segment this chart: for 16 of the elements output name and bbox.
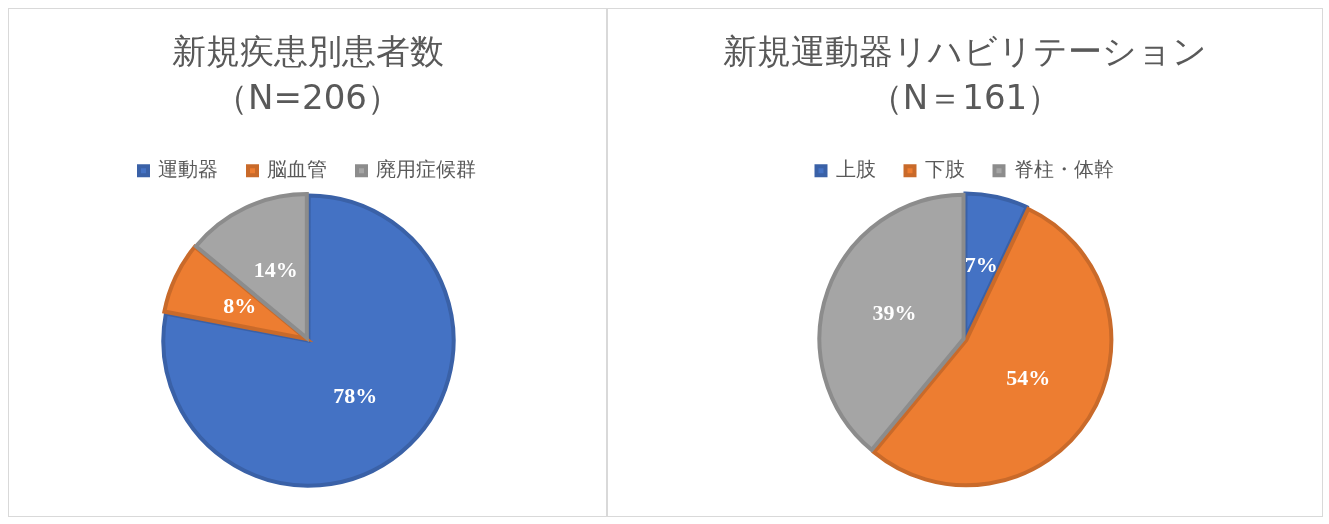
legend-label: 上肢: [835, 157, 876, 181]
data-label: 39%: [872, 299, 917, 325]
legend-label: 運動器: [158, 157, 218, 181]
legend-label: 廃用症候群: [376, 157, 476, 181]
chart-title: 新規疾患別患者数: [171, 30, 444, 71]
data-label: 54%: [1006, 365, 1051, 391]
data-label: 8%: [223, 293, 257, 319]
data-label: 7%: [964, 252, 998, 278]
data-label: 14%: [253, 257, 298, 283]
legend-label: 脳血管: [267, 157, 327, 181]
legend-label: 下肢: [924, 157, 965, 181]
chart-title: 新規運動器リハビリテーション: [723, 30, 1207, 71]
data-label: 78%: [333, 382, 378, 408]
legend-label: 脊柱・体幹: [1013, 157, 1114, 181]
chart-subtitle: （N=206）: [214, 76, 401, 117]
chart-subtitle: （N＝161）: [868, 76, 1062, 117]
